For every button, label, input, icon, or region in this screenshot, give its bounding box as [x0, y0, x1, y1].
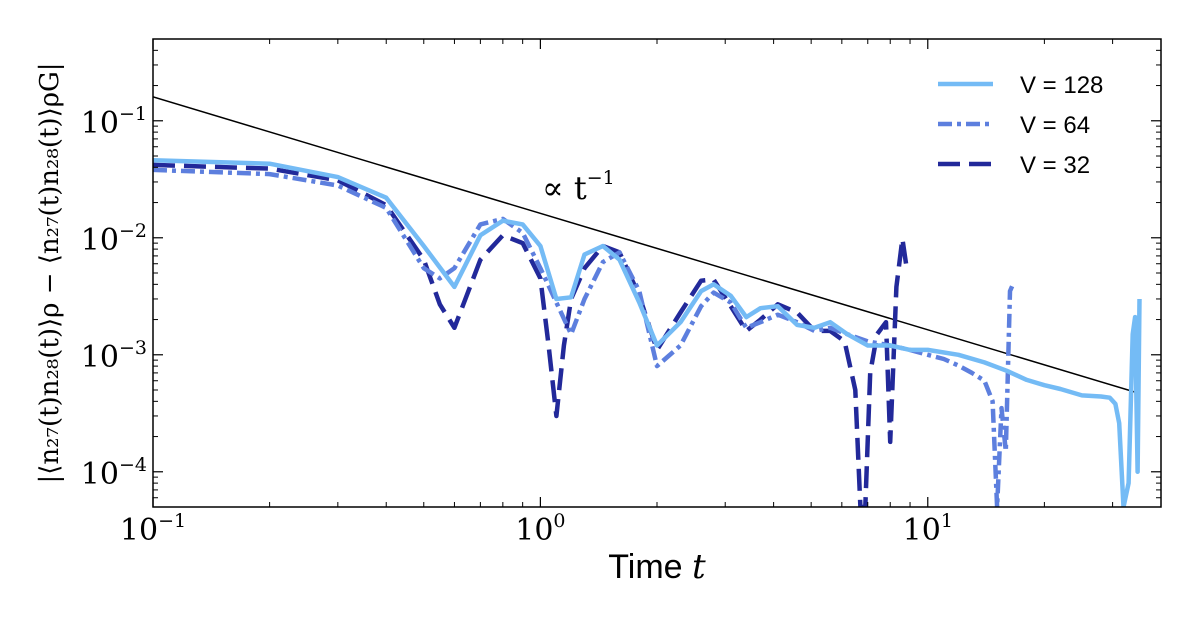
- y-tick-label: 10−1: [81, 103, 147, 141]
- series-line-64: [153, 167, 1017, 507]
- reference-line: [153, 96, 1139, 394]
- legend-label-64: V = 64: [1020, 112, 1090, 139]
- series-line-128: [153, 157, 1142, 507]
- x-tick-label: 10−1: [120, 510, 186, 548]
- x-axis-label: Time t: [608, 547, 706, 587]
- x-tick-label: 100: [515, 510, 565, 548]
- y-tick-label: 10−2: [81, 220, 147, 258]
- y-tick-label: 10−4: [81, 454, 147, 492]
- reference-line-label: ∝ t−1: [542, 167, 615, 207]
- series-line-32: [153, 162, 909, 507]
- y-tick-label: 10−3: [81, 337, 147, 375]
- legend-label-128: V = 128: [1020, 72, 1103, 99]
- y-axis-label: |⟨n₂₇(t)n₂₈(t)⟩ρ − ⟨n₂₇(t)n₂₈(t)⟩ρG|: [35, 62, 65, 483]
- legend-label-32: V = 32: [1020, 152, 1090, 179]
- plot-area: [153, 39, 1161, 507]
- legend: V = 128 V = 64 V = 32: [938, 72, 1103, 179]
- x-tick-label: 101: [903, 510, 953, 548]
